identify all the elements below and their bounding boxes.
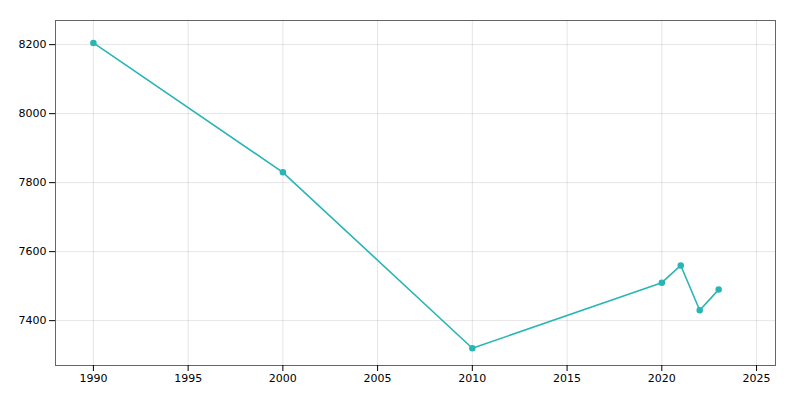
svg-text:8000: 8000 — [19, 107, 47, 120]
svg-text:8200: 8200 — [19, 38, 47, 51]
svg-text:2025: 2025 — [743, 372, 771, 385]
svg-text:7800: 7800 — [19, 176, 47, 189]
svg-text:2010: 2010 — [458, 372, 486, 385]
svg-text:1995: 1995 — [174, 372, 202, 385]
svg-text:2000: 2000 — [269, 372, 297, 385]
svg-text:2005: 2005 — [364, 372, 392, 385]
svg-text:2020: 2020 — [648, 372, 676, 385]
svg-text:2015: 2015 — [553, 372, 581, 385]
svg-text:7600: 7600 — [19, 245, 47, 258]
svg-text:7400: 7400 — [19, 314, 47, 327]
svg-text:1990: 1990 — [79, 372, 107, 385]
